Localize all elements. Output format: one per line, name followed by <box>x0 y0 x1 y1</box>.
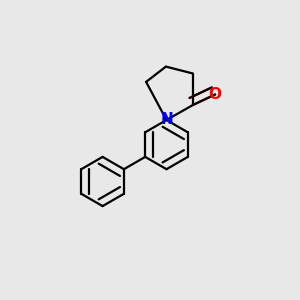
Text: O: O <box>208 87 222 102</box>
Text: N: N <box>160 112 173 128</box>
